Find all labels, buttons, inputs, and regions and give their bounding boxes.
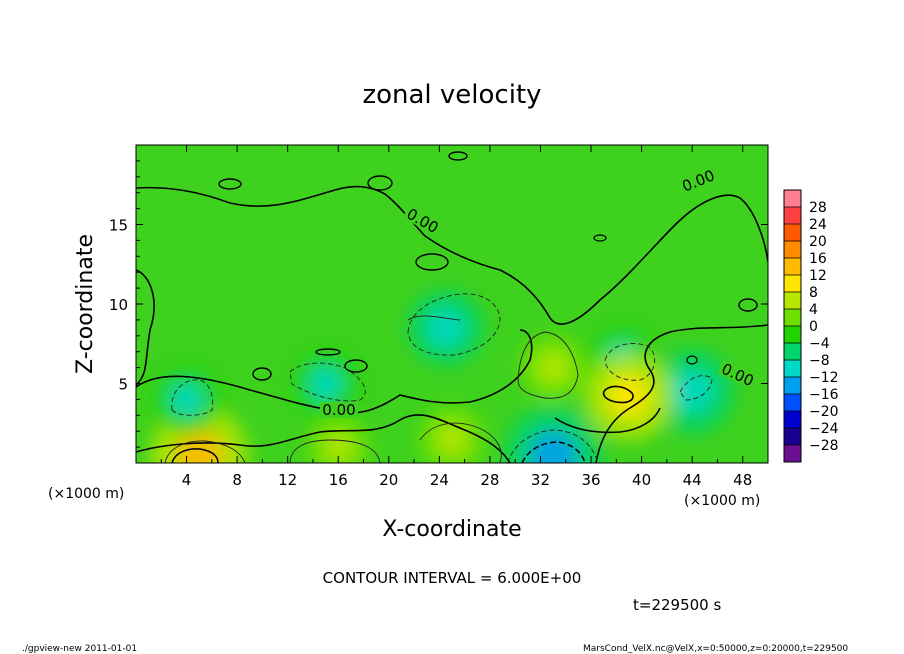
colorbar-swatch (784, 275, 801, 293)
footer-right: MarsCond_VelX.nc@VelX,x=0:50000,z=0:2000… (583, 644, 848, 654)
colorbar-swatch (784, 241, 801, 259)
field-extremum-core (671, 370, 714, 413)
field-extremum-core (168, 381, 205, 418)
colorbar-swatch (784, 428, 801, 446)
field-extremum-core (426, 308, 465, 347)
field-extremum-core (606, 374, 652, 419)
colorbar-swatch (784, 292, 801, 310)
colorbar-label: −12 (809, 370, 839, 386)
time-label: t=229500 s (633, 596, 721, 614)
plot-area: 0.00 0.00 0.00 0.00 (136, 145, 768, 463)
field-extremum-core (307, 365, 344, 402)
field-shading (150, 290, 735, 463)
colorbar-swatch (784, 207, 801, 225)
x-tick-label: 44 (683, 471, 702, 489)
colorbar-swatch (784, 190, 801, 208)
colorbar-label: 16 (809, 251, 827, 267)
colorbar-swatch (784, 360, 801, 378)
colorbar-label: 8 (809, 285, 818, 301)
field-extremum-core (536, 350, 570, 385)
x-unit-left: (×1000 m) (48, 486, 124, 502)
colorbar-label: 4 (809, 302, 818, 318)
colorbar-swatch (784, 411, 801, 429)
y-tick-label: 15 (109, 217, 128, 235)
colorbar-label: −16 (809, 387, 839, 403)
x-unit-right: (×1000 m) (684, 493, 760, 509)
x-tick-label: 4 (182, 471, 192, 489)
y-axis-label: Z-coordinate (73, 234, 98, 374)
contour-label: 0.00 (322, 401, 355, 419)
x-axis-label: X-coordinate (382, 517, 521, 542)
x-tick-label: 28 (480, 471, 499, 489)
colorbar-label: −20 (809, 404, 839, 420)
colorbar-label: −28 (809, 438, 839, 454)
colorbar-label: −24 (809, 421, 839, 437)
x-tick-label: 16 (329, 471, 348, 489)
x-tick-label: 20 (379, 471, 398, 489)
colorbar-label: 24 (809, 217, 827, 233)
colorbar-swatch (784, 377, 801, 395)
colorbar-label: 20 (809, 234, 827, 250)
field-extremum-core (322, 431, 354, 463)
colorbar-label: −8 (809, 353, 830, 369)
colorbar-swatch (784, 258, 801, 276)
colorbar-swatch (784, 326, 801, 344)
chart-title: zonal velocity (362, 80, 541, 110)
x-tick-label: 48 (733, 471, 752, 489)
contour-lines (136, 151, 768, 463)
x-tick-label: 8 (232, 471, 242, 489)
colorbar-swatch (784, 445, 801, 463)
y-tick-label: 10 (109, 296, 128, 314)
field-extremum-core (435, 422, 469, 456)
colorbar-label: 0 (809, 319, 818, 335)
colorbar-label: 12 (809, 268, 827, 284)
x-tick-label: 32 (531, 471, 550, 489)
colorbar-swatch (784, 309, 801, 327)
x-tick-label: 40 (632, 471, 651, 489)
colorbar-swatch (784, 394, 801, 412)
footer-left: ./gpview-new 2011-01-01 (22, 644, 137, 654)
field-extremum-core (528, 430, 578, 463)
colorbar-swatch (784, 343, 801, 361)
y-tick-label: 5 (118, 376, 128, 394)
colorbar-swatch (784, 224, 801, 242)
x-tick-label: 12 (278, 471, 297, 489)
colorbar-label: −4 (809, 336, 830, 352)
x-tick-label: 36 (581, 471, 600, 489)
contour-interval: CONTOUR INTERVAL = 6.000E+00 (323, 569, 582, 587)
colorbar-label: 28 (809, 200, 827, 216)
field-extremum-core (174, 430, 224, 463)
x-tick-label: 24 (430, 471, 449, 489)
